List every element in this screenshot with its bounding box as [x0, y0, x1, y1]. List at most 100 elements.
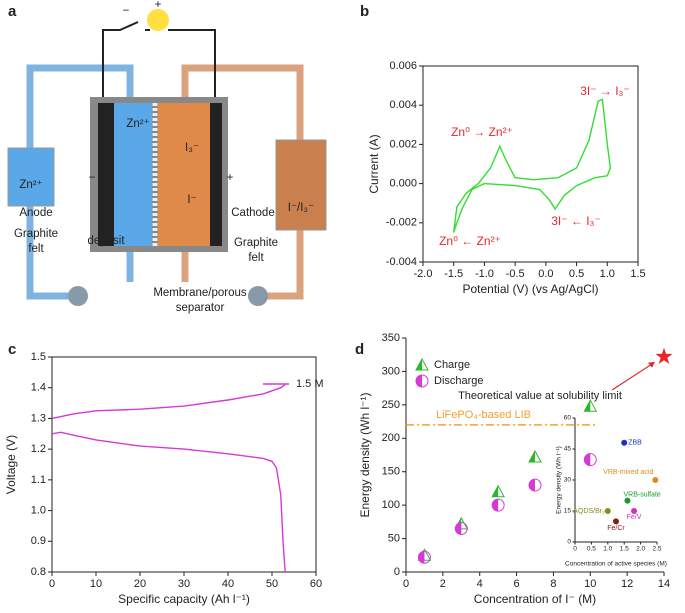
- x-tick-label: 0: [403, 578, 409, 590]
- marker: [624, 497, 631, 504]
- y-tick-label: -0.004: [386, 256, 417, 268]
- x-tick-label: -1.0: [475, 268, 494, 280]
- annotation: 3I⁻ → I₃⁻: [580, 84, 630, 98]
- legend-marker: [416, 375, 422, 387]
- theoretical-point: [655, 347, 673, 364]
- marker-outline: [417, 550, 431, 564]
- felt-label: Graphite: [234, 237, 278, 249]
- y-tick-label: 1.3: [31, 412, 46, 424]
- marker-outline: [491, 484, 505, 498]
- x-tick-label: 0.5: [569, 268, 584, 280]
- x-tick-label: 10: [584, 578, 596, 590]
- anode: [98, 103, 114, 246]
- pump: [248, 286, 268, 306]
- x-axis-label: Concentration of active species (M): [565, 561, 667, 568]
- felt-label: felt: [248, 252, 264, 264]
- x-tick-label: -0.5: [506, 268, 525, 280]
- x-tick-label: 0.0: [538, 268, 553, 280]
- marker-outline: [454, 522, 468, 536]
- x-tick-label: 1.0: [600, 268, 615, 280]
- x-tick-label: 2: [440, 578, 446, 590]
- tank-left: [7, 147, 55, 207]
- pipe: [26, 64, 134, 150]
- deposit-label: deposit: [87, 235, 125, 247]
- y-axis-label: Voltage (V): [4, 435, 18, 494]
- legend-label: Charge: [434, 359, 470, 371]
- panel-label: b: [360, 3, 369, 20]
- legend-label: Discharge: [434, 375, 484, 387]
- data-point: [613, 518, 619, 525]
- x-tick-label: 1.5: [620, 546, 629, 553]
- battery-diagram: [7, 9, 327, 306]
- marker-outline: [528, 478, 542, 492]
- marker: [613, 518, 619, 525]
- x-tick-label: 0: [573, 546, 577, 553]
- annotation-arrow: [611, 362, 655, 391]
- y-tick-label: 0: [567, 539, 571, 546]
- x-tick-label: 1.5: [630, 268, 645, 280]
- point-label: Fe/Cr: [607, 525, 625, 532]
- x-tick-label: 40: [222, 578, 234, 590]
- reference-label: LiFePO₄-based LIB: [436, 409, 531, 421]
- annotation: Zn⁰ → Zn²⁺: [451, 125, 513, 139]
- circuit: [102, 21, 216, 100]
- data-point: [454, 522, 468, 536]
- data-point: [621, 439, 628, 446]
- pipe: [265, 230, 304, 300]
- y-tick-label: 0.9: [31, 535, 46, 547]
- annotation: 3I⁻ ← I₃⁻: [551, 214, 601, 228]
- x-axis-label: Potential (V) (vs Ag/AgCl): [462, 282, 598, 296]
- ion-label: Zn²⁺: [126, 118, 149, 130]
- y-tick-label: 45: [564, 446, 572, 453]
- point-label: Fe/V: [627, 514, 642, 521]
- y-tick-label: 250: [382, 399, 400, 411]
- arrow-head: [648, 361, 655, 368]
- y-tick-label: 300: [382, 365, 400, 377]
- ion-label: I⁻: [187, 194, 196, 206]
- marker: [652, 477, 659, 483]
- x-tick-label: 4: [477, 578, 483, 590]
- cathode: [210, 103, 222, 246]
- marker-half: [492, 499, 499, 512]
- ion-label: I₃⁻: [185, 142, 199, 154]
- y-tick-label: 0.004: [389, 99, 417, 111]
- felt-label: felt: [28, 243, 44, 255]
- data-point: [604, 508, 611, 514]
- x-tick-label: 20: [134, 578, 146, 590]
- y-tick-label: 0.006: [389, 60, 417, 72]
- tank-right: [275, 139, 327, 231]
- x-axis-label: Concentration of I⁻ (M): [474, 592, 596, 606]
- y-tick-label: 30: [564, 477, 572, 484]
- sign: −: [89, 172, 96, 184]
- felt-label: Graphite: [14, 228, 58, 240]
- sign: −: [123, 5, 130, 17]
- separator-label: separator: [176, 302, 225, 314]
- x-axis-label: Specific capacity (Ah l⁻¹): [118, 592, 250, 606]
- data-point: [583, 399, 598, 412]
- data-point: [652, 477, 659, 483]
- pipe: [181, 64, 304, 140]
- anode-label: Anode: [19, 207, 52, 219]
- point-label: VRB-mixed acid: [603, 469, 653, 476]
- data-point: [491, 498, 505, 512]
- marker: [604, 508, 611, 514]
- sign: +: [155, 0, 162, 11]
- data-point: [631, 508, 638, 514]
- y-axis-label: Energy density (Wh l⁻¹): [556, 446, 563, 514]
- x-tick-label: 1.0: [603, 546, 612, 553]
- x-tick-label: -1.5: [444, 268, 463, 280]
- marker-outline: [583, 399, 598, 412]
- data-point: [528, 449, 542, 463]
- marker-half: [529, 479, 535, 492]
- x-tick-label: 0: [49, 578, 55, 590]
- deposit-label: Zn: [99, 220, 112, 232]
- x-tick-label: 60: [310, 578, 322, 590]
- x-tick-label: 8: [550, 578, 556, 590]
- plot-frame: [422, 65, 639, 263]
- x-tick-label: 6: [514, 578, 520, 590]
- anolyte: [114, 103, 152, 246]
- x-tick-label: 10: [90, 578, 102, 590]
- y-tick-label: 150: [382, 466, 400, 478]
- x-tick-label: 50: [266, 578, 278, 590]
- y-axis-label: Energy density (Wh l⁻¹): [358, 392, 372, 517]
